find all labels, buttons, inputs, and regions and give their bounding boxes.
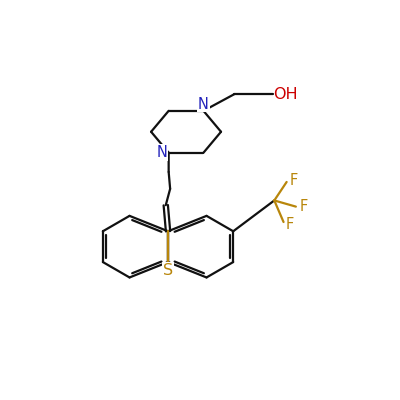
Text: F: F xyxy=(286,217,294,232)
Text: F: F xyxy=(289,173,298,188)
Text: OH: OH xyxy=(273,87,298,102)
Text: N: N xyxy=(156,145,167,160)
Text: N: N xyxy=(198,96,209,112)
Text: S: S xyxy=(163,263,173,278)
Text: F: F xyxy=(300,199,308,214)
